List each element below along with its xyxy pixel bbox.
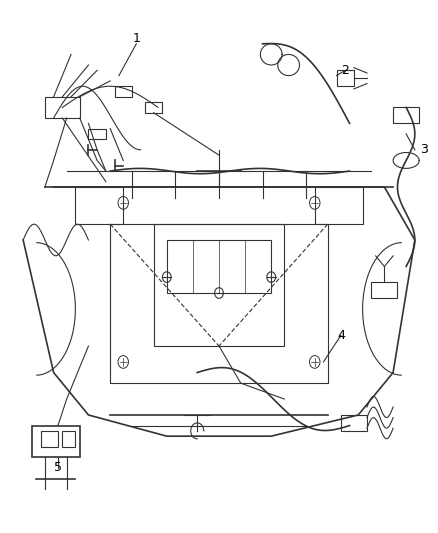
Text: 1: 1	[132, 32, 140, 45]
Text: 3: 3	[420, 143, 427, 156]
Text: 4: 4	[337, 329, 345, 342]
Text: 2: 2	[341, 64, 349, 77]
Text: 5: 5	[54, 462, 62, 474]
